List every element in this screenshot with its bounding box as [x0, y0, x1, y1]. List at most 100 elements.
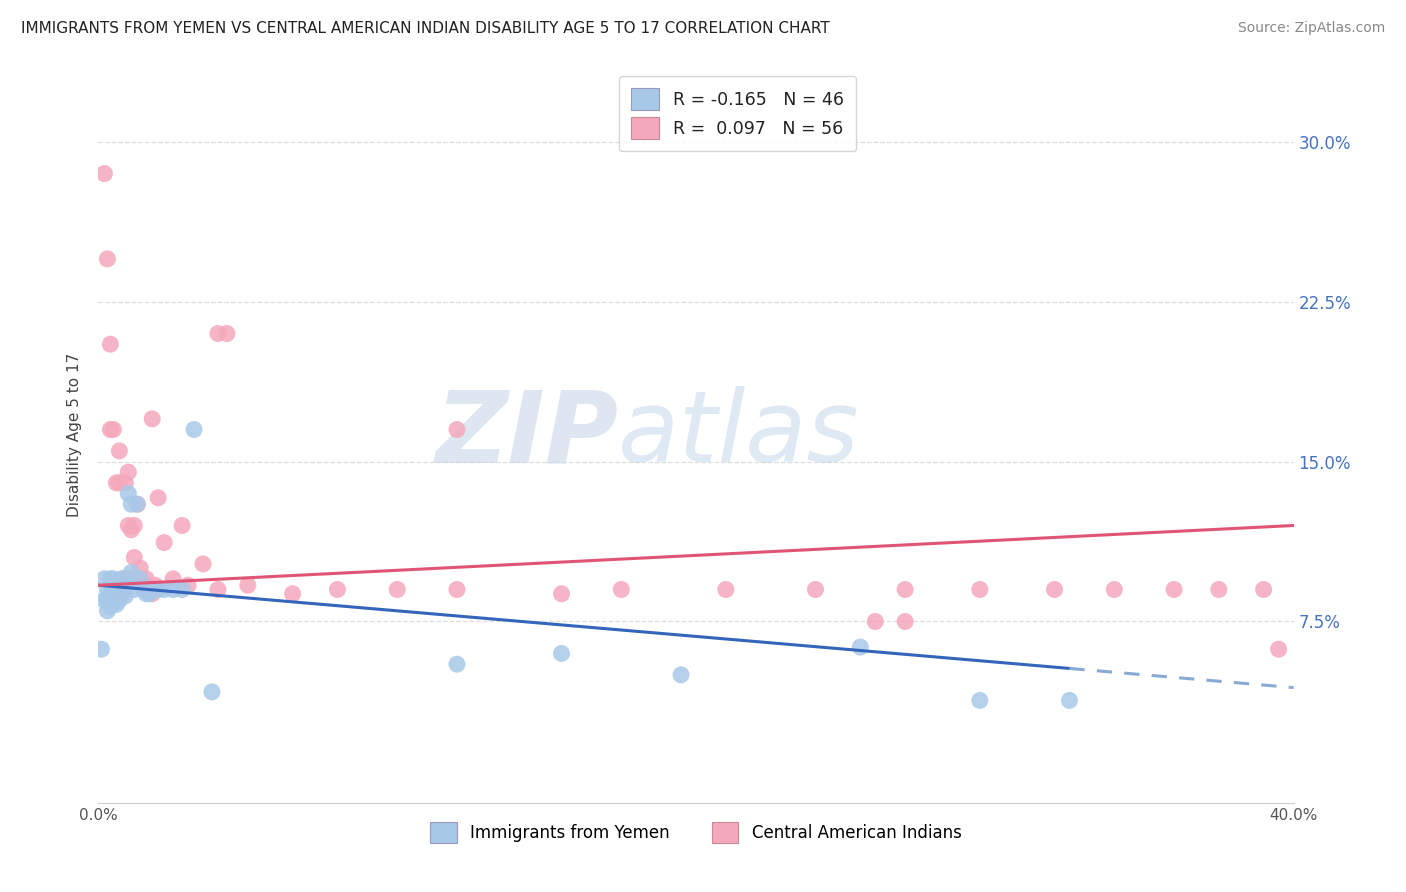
Point — [215, 326, 238, 341]
Point — [129, 561, 152, 575]
Point — [236, 578, 259, 592]
Point — [141, 412, 163, 426]
Point — [105, 578, 128, 592]
Point — [610, 582, 633, 597]
Point — [162, 572, 184, 586]
Point — [162, 582, 184, 597]
Point — [207, 326, 229, 341]
Point — [148, 582, 170, 597]
Point — [804, 582, 827, 597]
Point — [969, 693, 991, 707]
Point — [969, 582, 991, 597]
Point — [153, 582, 176, 597]
Point — [172, 582, 194, 597]
Text: ZIP: ZIP — [436, 386, 619, 483]
Point — [132, 582, 155, 597]
Point — [124, 518, 146, 533]
Point — [105, 587, 128, 601]
Point — [96, 252, 118, 266]
Point — [93, 572, 115, 586]
Point — [1163, 582, 1185, 597]
Point — [138, 587, 160, 601]
Point — [894, 615, 917, 629]
Point — [108, 443, 131, 458]
Point — [117, 518, 139, 533]
Point — [98, 572, 122, 586]
Point — [105, 598, 128, 612]
Point — [1253, 582, 1275, 597]
Point — [177, 578, 200, 592]
Point — [1208, 582, 1230, 597]
Point — [96, 604, 118, 618]
Point — [132, 576, 155, 591]
Point — [111, 587, 134, 601]
Point — [111, 572, 134, 586]
Point — [103, 593, 125, 607]
Text: atlas: atlas — [619, 386, 860, 483]
Point — [93, 593, 115, 607]
Point — [183, 423, 205, 437]
Point — [98, 337, 122, 351]
Point — [153, 535, 176, 549]
Point — [120, 497, 142, 511]
Point — [127, 497, 149, 511]
Point — [446, 582, 468, 597]
Point — [714, 582, 737, 597]
Legend: Immigrants from Yemen, Central American Indians: Immigrants from Yemen, Central American … — [423, 815, 969, 850]
Point — [108, 593, 131, 607]
Point — [120, 566, 142, 580]
Point — [281, 587, 304, 601]
Point — [207, 582, 229, 597]
Point — [135, 587, 157, 601]
Point — [114, 475, 136, 490]
Point — [141, 587, 163, 601]
Point — [669, 668, 692, 682]
Point — [191, 557, 214, 571]
Text: IMMIGRANTS FROM YEMEN VS CENTRAL AMERICAN INDIAN DISABILITY AGE 5 TO 17 CORRELAT: IMMIGRANTS FROM YEMEN VS CENTRAL AMERICA… — [21, 21, 830, 36]
Point — [108, 475, 131, 490]
Point — [1043, 582, 1066, 597]
Point — [849, 640, 872, 654]
Point — [103, 572, 125, 586]
Point — [138, 582, 160, 597]
Point — [1104, 582, 1126, 597]
Point — [96, 593, 118, 607]
Point — [98, 599, 122, 614]
Point — [111, 572, 134, 586]
Point — [117, 465, 139, 479]
Point — [124, 550, 146, 565]
Point — [550, 587, 572, 601]
Text: Source: ZipAtlas.com: Source: ZipAtlas.com — [1237, 21, 1385, 35]
Point — [148, 491, 170, 505]
Point — [93, 167, 115, 181]
Point — [124, 582, 146, 597]
Point — [550, 647, 572, 661]
Y-axis label: Disability Age 5 to 17: Disability Age 5 to 17 — [67, 352, 83, 517]
Point — [143, 578, 166, 592]
Point — [894, 582, 917, 597]
Point — [201, 685, 224, 699]
Point — [129, 572, 152, 586]
Point — [385, 582, 409, 597]
Point — [127, 572, 149, 586]
Point — [105, 475, 128, 490]
Point — [120, 572, 142, 586]
Point — [120, 523, 142, 537]
Point — [114, 572, 136, 586]
Point — [446, 423, 468, 437]
Point — [111, 587, 134, 601]
Point — [98, 423, 122, 437]
Point — [108, 582, 131, 597]
Point — [114, 589, 136, 603]
Point — [108, 576, 131, 591]
Point — [111, 578, 134, 592]
Point — [1059, 693, 1081, 707]
Point — [103, 423, 125, 437]
Point — [326, 582, 349, 597]
Point — [143, 582, 166, 597]
Point — [114, 578, 136, 592]
Point — [172, 518, 194, 533]
Point — [103, 582, 125, 597]
Point — [117, 486, 139, 500]
Point — [865, 615, 887, 629]
